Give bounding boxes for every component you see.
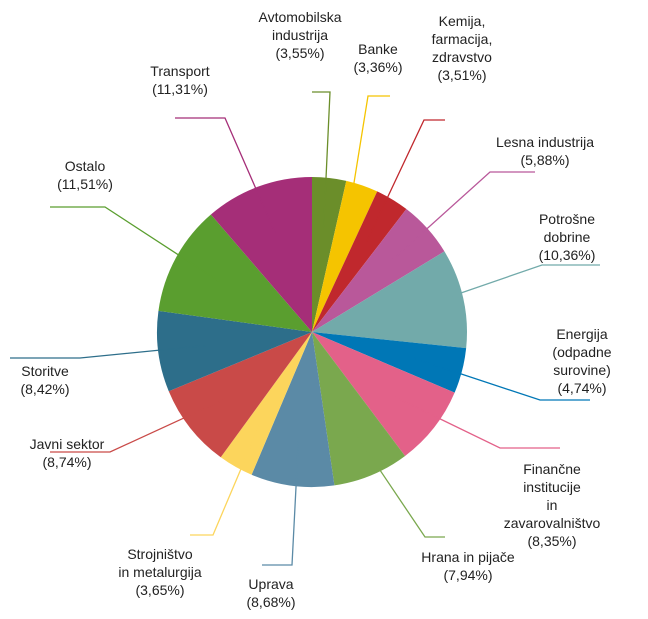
leader-line [414,264,600,310]
value-label: (11,51%) [57,176,113,192]
leader-line [394,396,560,449]
slice-label: Energija (odpadne surovine) (4,74%) [549,325,615,397]
slice-label: Kemija, farmacija, zdravstvo (3,51%) [432,12,493,84]
value-label: (4,74%) [557,380,607,396]
category-name: Strojništvo in metalurgija [118,546,202,580]
slice-label: Avtomobilska industrija (3,55%) [258,8,341,62]
pie-slice [312,332,467,393]
category-name: Transport [150,63,210,79]
pie-slice [251,332,335,487]
leader-line [366,119,445,243]
leader-line [50,206,220,283]
pie-slice [157,310,312,392]
category-name: Kemija, farmacija, zdravstvo [431,13,493,65]
leader-line [175,117,276,234]
leader-line [50,396,230,453]
slice-label: Ostalo (11,51%) [57,157,113,193]
category-name: Energija (odpadne surovine) [552,326,612,378]
slice-label: Javni sektor (8,74%) [30,435,105,471]
slice-label: Strojništvo in metalurgija (3,65%) [118,545,201,599]
value-label: (8,74%) [42,454,92,470]
value-label: (7,94%) [443,567,493,583]
value-label: (3,65%) [135,582,185,598]
category-name: Finančne institucije in zavarovalništvo [503,461,601,531]
leader-line [345,95,390,233]
leader-line [390,171,535,263]
category-name: Hrana in pijače [421,549,515,565]
pie-slice [312,251,467,349]
value-label: (8,68%) [246,594,296,610]
category-name: Uprava [248,576,294,592]
leader-line [351,428,445,538]
pie-slice [158,214,312,332]
leader-line [190,423,261,536]
category-name: Lesna industrija [495,134,595,150]
slice-label: Lesna industrija (5,88%) [496,133,594,169]
slice-label: Hrana in pijače (7,94%) [421,548,514,584]
leader-line [312,91,331,228]
value-label: (3,36%) [353,59,403,75]
category-name: Potrošne dobrine [538,211,596,245]
pie-slice [220,332,312,475]
slice-label: Banke (3,36%) [353,40,402,76]
value-label: (8,42%) [20,381,70,397]
value-label: (8,35%) [527,533,577,549]
slice-label: Potrošne dobrine (10,36%) [527,210,608,264]
leader-line [262,436,300,566]
category-name: Storitve [21,363,69,379]
leader-line [413,357,590,401]
slice-label: Finančne institucije in zavarovalništvo (… [503,460,601,550]
value-label: (10,36%) [538,247,596,263]
slice-label: Storitve (8,42%) [20,362,69,398]
pie-slice [312,180,378,332]
value-label: (3,55%) [275,45,325,61]
category-name: Ostalo [64,158,106,174]
value-label: (3,51%) [437,67,487,83]
pie-slice [312,191,407,332]
pie-slice [312,209,445,332]
pie-slice [312,332,455,456]
slice-label: Uprava (8,68%) [246,575,295,611]
category-name: Avtomobilska industrija [258,9,342,43]
leader-line [10,344,208,359]
pie-slice [312,332,406,486]
pie-slice [168,332,312,458]
category-name: Javni sektor [29,436,105,452]
slice-label: Transport (11,31%) [150,62,209,98]
pie-slice [210,177,312,332]
value-label: (5,88%) [520,152,570,168]
value-label: (11,31%) [152,81,208,97]
category-name: Banke [358,41,398,57]
pie-slice [312,177,347,332]
